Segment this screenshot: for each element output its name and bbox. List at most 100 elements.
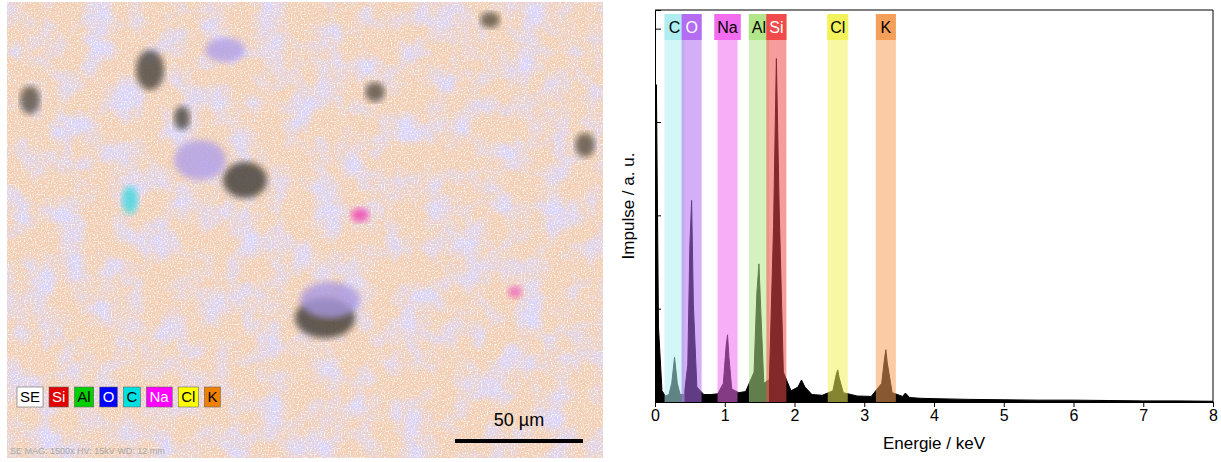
element-label-text: O [685,19,697,36]
image-particle [205,38,245,62]
element-label: Na [714,14,741,40]
image-texture [7,2,603,458]
y-axis-title: Impulse / a. u. [619,153,638,260]
image-particle [365,82,385,102]
element-label: O [682,14,702,40]
image-particle [174,106,190,130]
map-legend-item: Na [146,387,172,407]
x-tick: 4 [930,402,939,424]
y-tick-mark [655,309,661,310]
image-particle [480,12,500,28]
y-tick-mark [655,29,661,30]
image-info: SE MAG: 1500x HV: 15kV WD: 12 mm [10,446,165,456]
map-legend-label: Al [77,388,90,405]
y-tick [655,215,661,216]
element-band [665,14,685,402]
element-label-box [714,14,741,40]
element-label-text: K [881,19,892,36]
x-tick: 5 [1000,402,1009,424]
element-label-box [827,14,848,40]
x-tick-label: 7 [1139,407,1148,424]
element-label: C [665,14,685,40]
map-legend-label: O [103,388,115,405]
x-tick-mark [795,402,796,407]
element-label-box [876,14,896,40]
x-tick: 3 [860,402,869,424]
element-label: Al [749,14,769,40]
x-axis-line [656,403,1214,408]
map-legend-item: K [204,387,220,407]
x-tick: 1 [721,402,730,424]
map-legend-label: C [126,388,137,405]
map-legend-box [100,387,118,407]
figure: SESiAlOCNaClK50 µmSE MAG: 1500x HV: 15kV… [0,0,1221,462]
image-particle [136,50,164,90]
map-legend-box [204,387,220,407]
image-particle [223,162,267,198]
element-label-box [682,14,702,40]
y-tick [655,309,661,310]
element-label-box [749,14,769,40]
x-tick-mark [1004,402,1005,407]
x-tick-label: 3 [860,407,869,424]
element-labels: CONaAlSiClK [665,14,896,40]
map-legend-label: SE [20,388,40,405]
map-legend-label: Na [149,388,169,405]
y-tick-mark [655,402,661,403]
element-band [766,14,786,402]
y-tick-mark [655,122,661,123]
map-legend-item: Si [49,387,68,407]
image-grain [7,2,603,458]
x-tick: 0 [651,402,660,424]
map-legend-box [178,387,198,407]
map-legend-label: Si [52,388,65,405]
element-band [682,14,702,402]
y-tick [655,29,661,30]
x-tick-label: 8 [1209,407,1218,424]
map-legend-label: K [207,388,217,405]
spectrum [655,59,1213,402]
x-tick-label: 4 [930,407,939,424]
x-tick-label: 6 [1070,407,1079,424]
x-tick-mark [725,402,726,407]
map-legend-box [74,387,93,407]
x-axis: 0 1 2 3 4 5 6 7 8 [651,402,1218,424]
x-tick: 7 [1139,402,1148,424]
x-tick-mark [1143,402,1144,407]
element-label-text: Na [717,19,738,36]
image-particle [351,208,369,222]
x-axis-title: Energie / keV [883,434,986,453]
map-legend-label: Cl [181,388,195,405]
frame-top [655,10,1213,11]
x-tick-label: 2 [791,407,800,424]
image-ground [7,2,603,458]
x-tick-mark [864,402,865,407]
element-label-box [766,14,786,40]
image-particle [575,133,595,157]
y-axis [655,11,661,403]
element-label-text: Si [769,19,783,36]
element-label: Si [766,14,786,40]
map-legend-item: SE [17,387,43,407]
scale-bar-label: 50 µm [494,410,544,430]
element-band [876,14,896,402]
y-tick [655,402,661,403]
map-legend-item: Al [74,387,93,407]
map-legend-item: O [100,387,118,407]
x-tick-label: 1 [721,407,730,424]
map-image: SE Si Al OC Na Cl K 50 µm SE MAG: 1500x HV: 15kV… [7,2,603,458]
x-tick: 8 [1209,402,1218,424]
map-legend-item: C [123,387,140,407]
map-legend-box [146,387,172,407]
element-band [828,14,848,402]
element-band [718,14,738,402]
spectrum-chart: 0 1 2 3 4 5 6 7 8 Energie / keV Impulse / a. u. CO N… [619,10,1218,453]
image-particle [122,186,138,214]
map-legend-box [123,387,140,407]
x-tick: 6 [1070,402,1079,424]
map-legend-box [17,387,43,407]
x-tick-label: 5 [1000,407,1009,424]
x-tick-mark [934,402,935,407]
plot-area [655,14,1213,402]
x-tick-mark [1213,402,1214,407]
